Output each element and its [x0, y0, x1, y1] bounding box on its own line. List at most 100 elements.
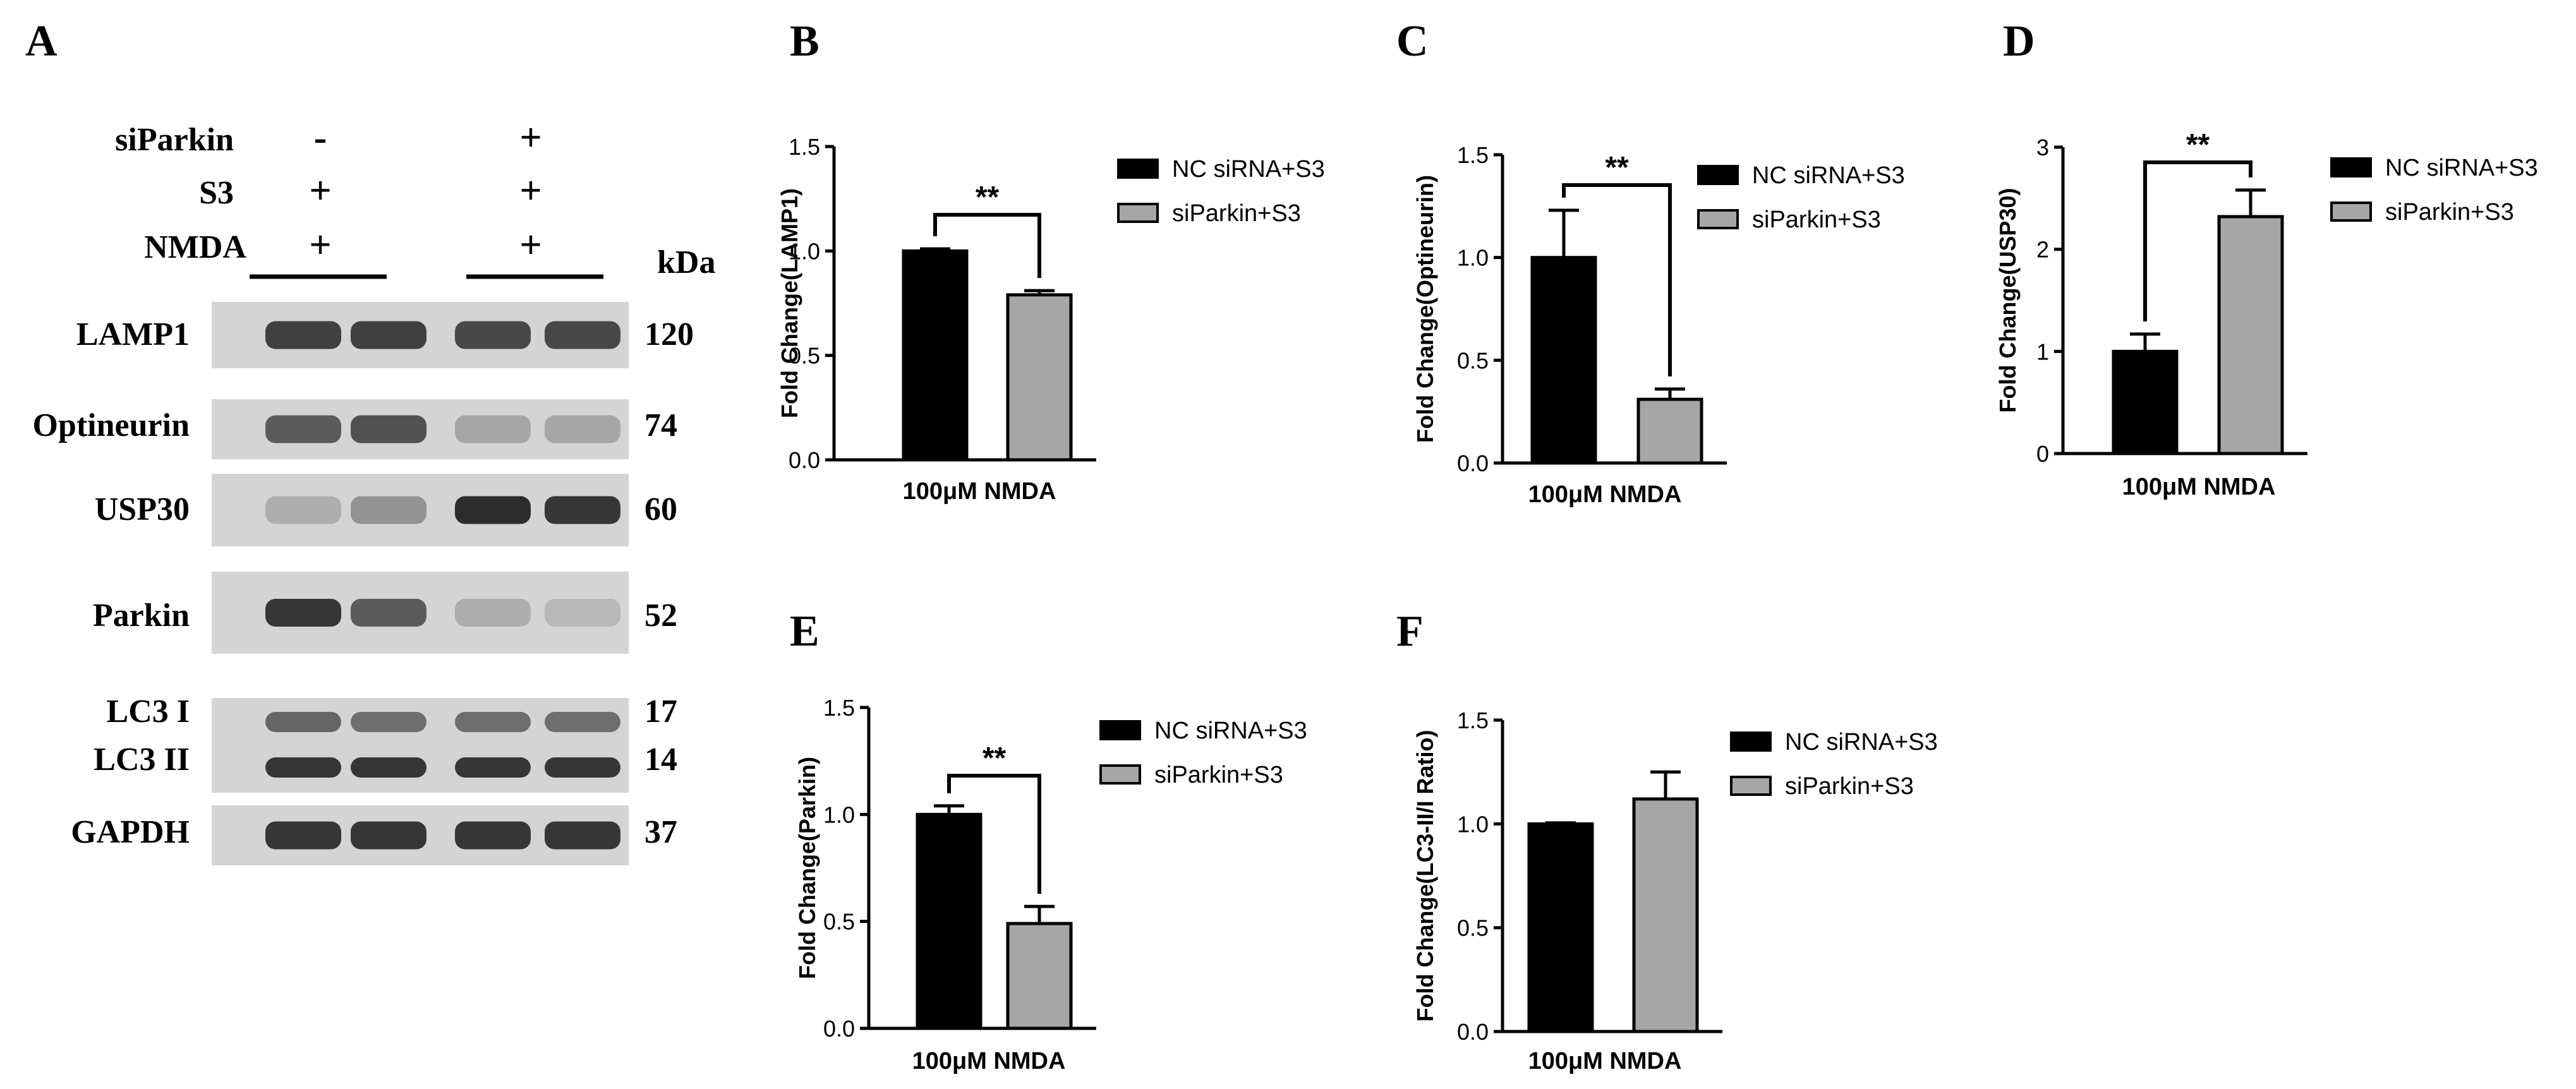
chart-panel-d: D 0 1 2 3 Fold Change(USP30) 100μM NMDA ** NC si… — [1995, 17, 2538, 500]
condition-label: NMDA — [144, 229, 246, 265]
y-tick-label: 0.5 — [789, 343, 820, 369]
x-axis-label: 100μM NMDA — [1528, 481, 1682, 508]
legend-swatch — [1117, 159, 1159, 179]
blot-band — [455, 757, 531, 778]
significance-marker: ** — [1605, 151, 1629, 184]
blot-label: LC3 II — [94, 742, 190, 778]
y-tick-label: 1 — [2036, 339, 2049, 364]
blot-strips: LAMP1 120 Optineurin 74 USP30 60 Parkin 52 LC3 I… — [33, 302, 694, 865]
legend-label: NC siRNA+S3 — [1154, 718, 1307, 744]
y-tick-label: 2 — [2036, 237, 2049, 263]
legend-label: NC siRNA+S3 — [1785, 729, 1938, 755]
blot-label: Optineurin — [33, 407, 190, 443]
blot-band — [265, 321, 341, 349]
x-axis-label: 100μM NMDA — [912, 1048, 1066, 1074]
chart-panel-f: F 0.0 0.5 1.0 1.5 Fold Change(LC3-II/I Ratio)… — [1396, 607, 1938, 1074]
condition-sign-group1: - — [314, 116, 327, 159]
panel-letter: D — [2003, 17, 2035, 66]
bar-nc-sirna — [2112, 349, 2179, 455]
legend-label: siParkin+S3 — [1172, 200, 1301, 227]
legend-swatch — [2330, 157, 2372, 177]
blot-band — [265, 821, 341, 850]
y-tick-label: 1.0 — [789, 238, 820, 264]
bar-siparkin — [1636, 397, 1703, 465]
y-tick-label: 1.5 — [1457, 707, 1489, 733]
panel-letter: E — [790, 607, 819, 656]
blot-band — [265, 712, 341, 732]
bar-siparkin — [1006, 293, 1073, 462]
y-axis-label: Fold Change(Optineurin) — [1412, 175, 1438, 443]
blot-band — [455, 496, 531, 524]
legend-swatch — [1099, 720, 1141, 740]
bar-nc-sirna — [916, 812, 983, 1030]
significance-bracket — [2143, 160, 2252, 322]
blot-band — [545, 599, 620, 627]
significance-bracket — [947, 774, 1041, 894]
blot-label: LC3 I — [107, 694, 190, 730]
bar-nc-sirna — [1530, 256, 1597, 465]
significance-marker: ** — [976, 181, 1000, 214]
condition-row-siparkin: siParkin - + — [115, 116, 542, 159]
condition-sign-group1: + — [309, 224, 331, 267]
blot-band — [545, 712, 620, 732]
blot-band — [351, 599, 426, 627]
y-tick-label: 1.0 — [1457, 245, 1489, 271]
y-axis-label: Fold Change(LAMP1) — [777, 188, 802, 418]
panel-letter: F — [1396, 607, 1424, 656]
chart-panel-c: C 0.0 0.5 1.0 1.5 Fold Change(Optineurin) 100μ… — [1396, 17, 1905, 508]
bar-nc-sirna — [1527, 822, 1594, 1033]
panel-letter: B — [790, 17, 819, 66]
x-axis-label: 100μM NMDA — [2122, 474, 2276, 500]
blot-band — [265, 415, 341, 443]
condition-row-nmda: NMDA + + — [144, 224, 541, 267]
y-tick-label: 0.5 — [823, 909, 855, 935]
blot-band — [351, 757, 426, 778]
bar-siparkin — [1632, 797, 1699, 1033]
condition-sign-group2: + — [519, 116, 541, 159]
blot-band — [351, 821, 426, 850]
y-tick-label: 1.5 — [823, 695, 855, 721]
blot-kda: 37 — [644, 814, 677, 850]
condition-row-s3: S3 + + — [199, 169, 542, 212]
blot-band — [455, 321, 531, 349]
blot-band — [545, 415, 620, 443]
panel-a-letter: A — [25, 17, 57, 66]
significance-marker: ** — [2186, 128, 2210, 162]
bar-nc-sirna — [902, 249, 969, 462]
blot-band — [455, 821, 531, 850]
blot-kda: 120 — [644, 316, 694, 352]
blot-band — [351, 712, 426, 732]
legend-swatch — [1099, 764, 1141, 785]
y-tick-label: 1.5 — [789, 134, 820, 160]
blot-band — [545, 321, 620, 349]
y-tick-label: 0.0 — [823, 1016, 855, 1042]
y-tick-label: 1.5 — [1457, 142, 1489, 168]
chart-panel-e: E 0.0 0.5 1.0 1.5 Fold Change(Parkin) 100μM NM… — [790, 607, 1307, 1074]
y-tick-label: 0.5 — [1457, 915, 1489, 941]
legend-swatch — [1697, 209, 1739, 229]
panel-a-western-blot: A siParkin - + S3 + + NMDA + + kDa LAMP1… — [25, 17, 715, 865]
legend-swatch — [2330, 202, 2372, 222]
y-tick-label: 0.0 — [1457, 450, 1489, 476]
legend-swatch — [1117, 203, 1159, 223]
blot-band — [545, 757, 620, 778]
condition-sign-group2: + — [519, 224, 541, 267]
x-axis-label: 100μM NMDA — [903, 478, 1056, 505]
blot-band — [265, 757, 341, 778]
legend-label: NC siRNA+S3 — [2385, 155, 2538, 181]
blot-band — [351, 415, 426, 443]
blot-band — [351, 496, 426, 524]
blot-band — [545, 821, 620, 850]
blot-band — [351, 321, 426, 349]
significance-marker: ** — [983, 742, 1007, 775]
blot-band — [265, 599, 341, 627]
y-tick-label: 1.0 — [1457, 811, 1489, 837]
blot-band — [545, 496, 620, 524]
x-axis-label: 100μM NMDA — [1528, 1048, 1682, 1074]
y-axis-label: Fold Change(USP30) — [1995, 188, 2021, 412]
blot-label: Parkin — [93, 598, 190, 634]
y-tick-label: 1.0 — [823, 802, 855, 827]
y-axis-label: Fold Change(LC3-II/I Ratio) — [1412, 730, 1438, 1022]
blot-label: USP30 — [95, 491, 190, 527]
